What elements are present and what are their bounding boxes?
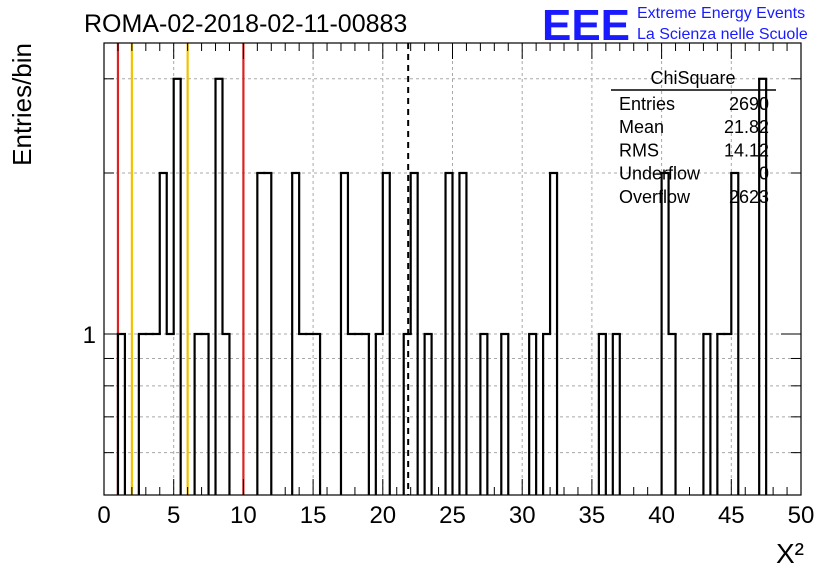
x-axis-label: X² — [776, 538, 804, 569]
stats-box-title: ChiSquare — [650, 68, 735, 88]
chart-title: ROMA-02-2018-02-11-00883 — [84, 10, 407, 38]
stats-row-value: 0 — [759, 164, 769, 184]
eee-logo-text: EEE — [542, 1, 630, 50]
x-tick-label: 0 — [97, 502, 110, 529]
x-tick-label: 25 — [439, 502, 466, 529]
x-tick-label: 15 — [300, 502, 327, 529]
plot-frame — [103, 42, 802, 496]
stats-row-value: 14.12 — [724, 140, 769, 160]
stats-row-value: 2623 — [729, 187, 769, 207]
stats-row-label: Underflow — [619, 164, 701, 184]
stats-row-value: 21.82 — [724, 117, 769, 137]
axis-ticks — [103, 43, 802, 495]
eee-logo-line1: Extreme Energy Events — [637, 5, 805, 22]
marker-lines — [116, 43, 410, 495]
x-tick-label: 20 — [369, 502, 396, 529]
stats-row-label: Overflow — [619, 187, 691, 207]
x-tick-label: 50 — [788, 502, 815, 529]
stats-row-label: Entries — [619, 94, 675, 114]
y-tick-label: 1 — [83, 322, 96, 349]
stats-box: ChiSquare Entries 2690 Mean 21.82 RMS 14.12 Un… — [611, 68, 776, 207]
histogram-bins — [116, 77, 768, 495]
x-tick-labels: 0 5 10 15 20 25 30 35 40 45 50 — [97, 502, 814, 529]
y-tick-labels: 1 — [83, 322, 96, 349]
x-tick-label: 30 — [509, 502, 536, 529]
x-tick-label: 5 — [167, 502, 180, 529]
x-tick-label: 40 — [648, 502, 675, 529]
x-tick-label: 35 — [579, 502, 606, 529]
stats-row-value: 2690 — [729, 94, 769, 114]
eee-logo: EEE Extreme Energy Events La Scienza nel… — [542, 1, 808, 50]
eee-logo-line2: La Scienza nelle Scuole — [637, 26, 808, 43]
stats-row-label: RMS — [619, 140, 659, 160]
y-axis-label: Entries/bin — [7, 43, 37, 166]
x-tick-label: 45 — [718, 502, 745, 529]
x-tick-label: 10 — [230, 502, 257, 529]
stats-row-label: Mean — [619, 117, 664, 137]
